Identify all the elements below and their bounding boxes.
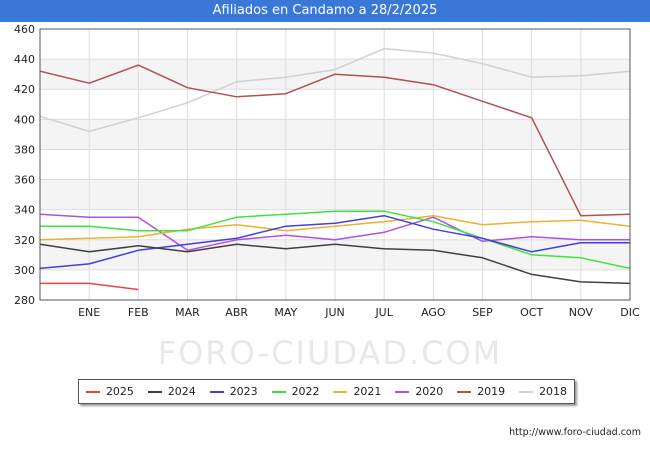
series-line-2020 [39, 213, 630, 252]
y-tick-label: 460 [14, 23, 35, 36]
legend-swatch [271, 390, 286, 393]
legend-swatch [147, 390, 162, 393]
x-tick-label: JUL [374, 306, 393, 319]
legend-swatch [519, 390, 534, 393]
y-tick-label: 360 [14, 174, 35, 187]
legend-item-2022: 2022 [271, 385, 320, 398]
x-tick-label: NOV [569, 306, 594, 319]
x-tick-label: SEP [472, 306, 493, 319]
x-tick-label: ENE [78, 306, 100, 319]
legend-item-2024: 2024 [147, 385, 196, 398]
legend-label: 2021 [353, 385, 382, 398]
x-tick-label: AGO [421, 306, 446, 319]
legend-item-2019: 2019 [457, 385, 505, 398]
legend-swatch [85, 390, 100, 393]
legend-label: 2022 [291, 385, 320, 398]
y-tick-label: 300 [14, 264, 35, 277]
legend-item-2023: 2023 [209, 385, 258, 398]
series-line-2023 [39, 214, 630, 270]
legend: 2025 2024 2023 2022 2021 2020 2019 2018 [78, 379, 575, 404]
y-tick-label: 320 [14, 234, 35, 247]
legend-item-2020: 2020 [395, 385, 443, 398]
line-chart: FORO-CIUDAD.COM 280 300 320 340 360 380 400 420… [14, 23, 640, 372]
x-tick-label: JUN [324, 306, 345, 319]
legend-item-2018: 2018 [519, 385, 567, 398]
y-tick-label: 280 [14, 294, 35, 307]
y-tick-label: 420 [14, 83, 35, 96]
legend-swatch [457, 390, 472, 393]
legend-label: 2025 [105, 385, 134, 398]
x-tick-label: OCT [520, 306, 543, 319]
y-tick-label: 380 [14, 143, 35, 156]
y-tick-label: 340 [14, 204, 35, 217]
legend-label: 2018 [539, 385, 568, 398]
series-line-2019 [39, 64, 631, 217]
series-line-2021 [39, 214, 631, 241]
series-line-2024 [39, 243, 631, 285]
legend-item-2025: 2025 [85, 385, 134, 398]
legend-label: 2020 [415, 385, 444, 398]
y-tick-label: 440 [14, 53, 35, 66]
legend-label: 2023 [229, 385, 258, 398]
legend-swatch [395, 390, 410, 393]
x-tick-label: MAR [175, 306, 200, 319]
x-tick-label: MAY [274, 306, 297, 319]
x-tick-label: DIC [620, 306, 640, 319]
legend-label: 2019 [477, 385, 506, 398]
series-line-2022 [40, 210, 631, 270]
plot-frame [39, 28, 631, 301]
source-url: http://www.foro-ciudad.com [509, 427, 641, 438]
series-line-2025 [40, 282, 139, 291]
chart-title: Afiliados en Candamo a 28/2/2025 [0, 0, 650, 22]
y-tick-label: 400 [14, 113, 35, 126]
x-tick-label: FEB [128, 306, 149, 319]
legend-swatch [333, 390, 348, 393]
watermark: FORO-CIUDAD.COM [158, 334, 503, 372]
legend-swatch [209, 390, 224, 393]
legend-item-2021: 2021 [333, 385, 381, 398]
series-line-2018 [39, 47, 631, 133]
x-tick-label: ABR [225, 306, 248, 319]
legend-label: 2024 [167, 385, 196, 398]
